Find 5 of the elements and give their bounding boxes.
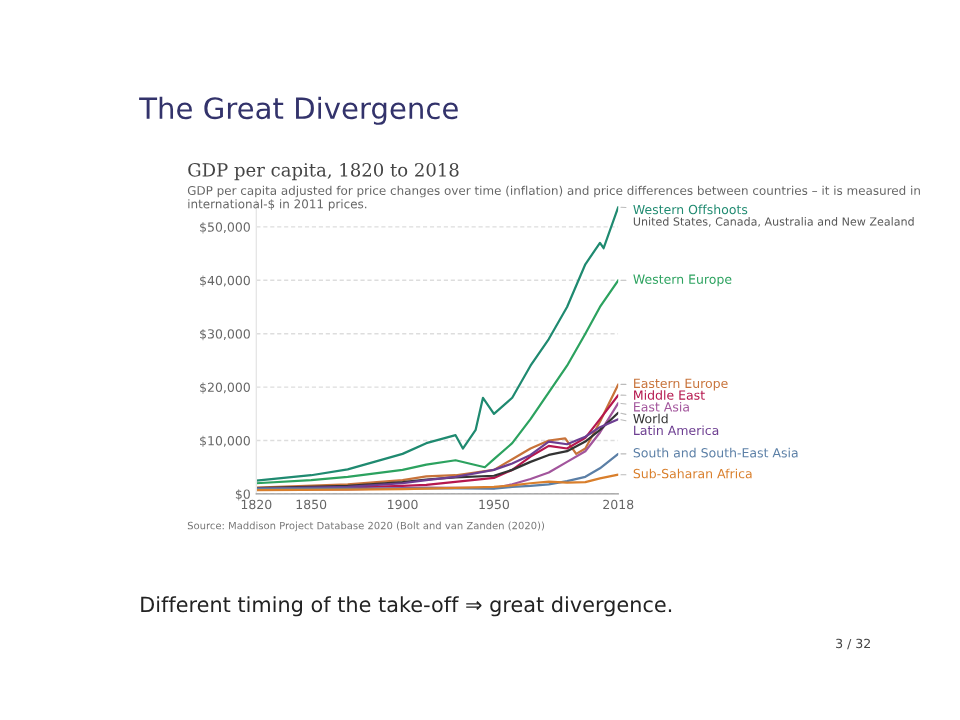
chart-subtitle: GDP per capita, 1820 to 2018 <box>188 163 459 181</box>
chart-title: The Great Divergence <box>139 96 458 125</box>
text: Different timing of the take-off ⇒ great divergence. <box>141 596 672 617</box>
line-series <box>256 279 619 485</box>
line-series <box>256 473 619 492</box>
